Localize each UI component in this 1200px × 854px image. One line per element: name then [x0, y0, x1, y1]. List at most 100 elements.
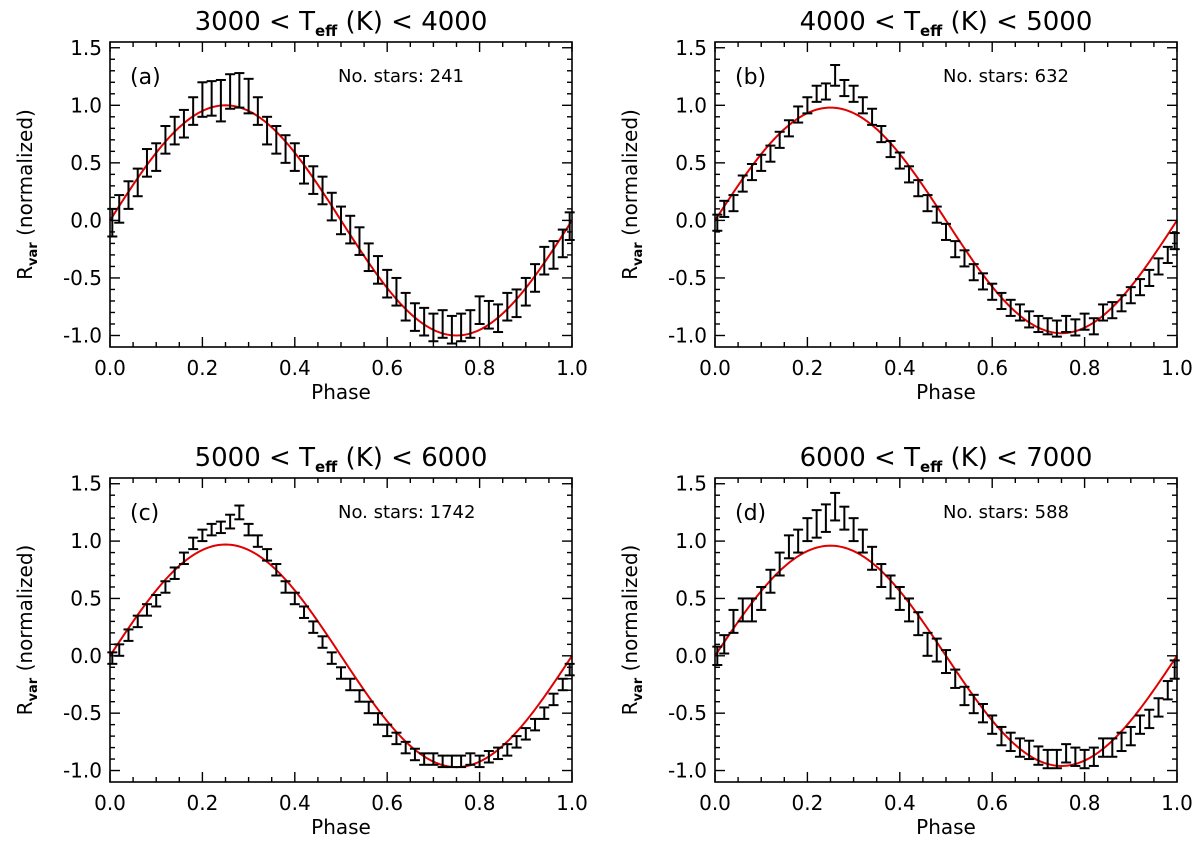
y-tick-label: -1.0 [63, 759, 102, 783]
x-tick-label: 0.4 [884, 356, 916, 380]
y-tick-label: 0.5 [675, 586, 707, 610]
y-label-subscript: var [26, 677, 41, 701]
errorbar-point [141, 148, 152, 178]
errorbar-point [719, 199, 730, 218]
errorbar-point [456, 754, 467, 769]
x-axis-label: Phase [916, 815, 976, 839]
errorbar-point [1135, 278, 1146, 297]
errorbar-point [1162, 245, 1173, 264]
errorbar-point [1153, 697, 1164, 718]
errorbar-point [557, 228, 568, 259]
errorbar-point [564, 211, 575, 241]
title-prefix: 3000 < T [195, 7, 315, 37]
panel-letter: (d) [735, 501, 766, 526]
errorbar-point [511, 735, 522, 749]
y-label-main: R [618, 701, 642, 715]
x-tick-label: 1.0 [1161, 791, 1193, 815]
errorbar-point [178, 551, 189, 566]
errorbar-point [539, 706, 550, 720]
errorbar-point [913, 611, 924, 637]
y-tick-label: 0.0 [675, 644, 707, 668]
errorbar-point [1125, 725, 1136, 747]
errorbar-point [123, 180, 134, 210]
fit-curve [714, 106, 1178, 335]
errorbar-point [867, 107, 878, 126]
title-prefix: 5000 < T [195, 443, 315, 473]
x-tick-label: 0.0 [94, 791, 126, 815]
errorbar-point [1088, 317, 1099, 336]
errorbar-point [1116, 294, 1127, 313]
errorbar-point [446, 754, 457, 769]
errorbar-point [941, 649, 951, 675]
errorbar-point [336, 666, 346, 680]
y-label-suffix: (normalized) [618, 109, 642, 242]
errorbar-point [1051, 748, 1062, 770]
errorbar-point [225, 513, 236, 530]
errorbar-point [511, 288, 522, 319]
errorbar-point [234, 72, 245, 109]
errorbar-point [1033, 314, 1044, 334]
errorbar-point [1042, 317, 1053, 336]
errorbar-point [1107, 301, 1118, 320]
errorbar-point [530, 263, 541, 293]
title-suffix: (K) < 7000 [942, 443, 1092, 473]
errorbar-point [793, 528, 804, 554]
errorbar-point [483, 299, 494, 330]
x-tick-label: 0.2 [186, 356, 218, 380]
errorbar-point [848, 517, 859, 543]
errorbar-point [345, 677, 356, 692]
errorbar-point [1005, 731, 1016, 753]
errorbar-point [1061, 314, 1072, 334]
x-tick-label: 0.0 [94, 356, 126, 380]
panel-title: 5000 < Teff (K) < 6000 [195, 443, 488, 476]
errorbar-point [1169, 232, 1180, 251]
errorbar-point [372, 712, 383, 726]
panel-1: 3000 < Teff (K) < 4000 0.0 0.2 0.4 0.6 0.8 1.0… [13, 7, 588, 404]
errorbar-point [548, 240, 559, 270]
errorbar-point [132, 167, 143, 198]
errorbar-point [774, 130, 785, 149]
errorbar-point [465, 752, 476, 766]
errorbar-point [1079, 748, 1090, 770]
errorbar-point [968, 263, 979, 282]
errorbar-point [728, 194, 739, 213]
errorbar-point [1051, 319, 1062, 338]
y-axis-label: Rvar (normalized) [13, 545, 41, 716]
title-suffix: (K) < 6000 [337, 443, 487, 473]
errorbar-point [160, 125, 171, 155]
x-tick-label: 0.6 [976, 791, 1008, 815]
errorbar-point [977, 702, 988, 724]
x-tick-label: 0.8 [1069, 356, 1101, 380]
y-tick-label: 1.0 [70, 529, 102, 553]
errorbar-point [446, 314, 457, 345]
errorbar-point [765, 144, 776, 163]
errorbar-point [428, 312, 439, 343]
y-tick-label: -0.5 [668, 266, 707, 290]
y-tick-label: -1.0 [668, 759, 707, 783]
title-subscript: eff [920, 458, 943, 476]
errorbar-point [1024, 310, 1035, 329]
errorbar-point [206, 80, 217, 117]
errorbar-point [802, 517, 813, 543]
errorbar-point [950, 668, 961, 689]
errorbar-point [456, 312, 467, 343]
errorbar-point [564, 662, 575, 677]
errorbar-point [169, 115, 180, 146]
errorbar-point [1070, 318, 1081, 337]
y-tick-label: 1.0 [675, 529, 707, 553]
errorbar-point [941, 222, 951, 241]
errorbar-point [811, 509, 822, 539]
errorbar-point [885, 574, 896, 600]
x-axis-label: Phase [311, 815, 371, 839]
errorbar-point [1116, 731, 1127, 753]
y-label-main: R [13, 701, 37, 715]
x-tick-label: 0.2 [791, 791, 823, 815]
errorbar-point [1014, 303, 1025, 322]
errorbar-point [867, 545, 878, 571]
errorbar-point [1061, 743, 1072, 764]
x-tick-label: 0.8 [464, 791, 496, 815]
errorbar-point [539, 245, 550, 276]
y-tick-label: -1.0 [668, 323, 707, 347]
errorbar-point [502, 743, 513, 757]
title-suffix: (K) < 5000 [942, 7, 1092, 37]
